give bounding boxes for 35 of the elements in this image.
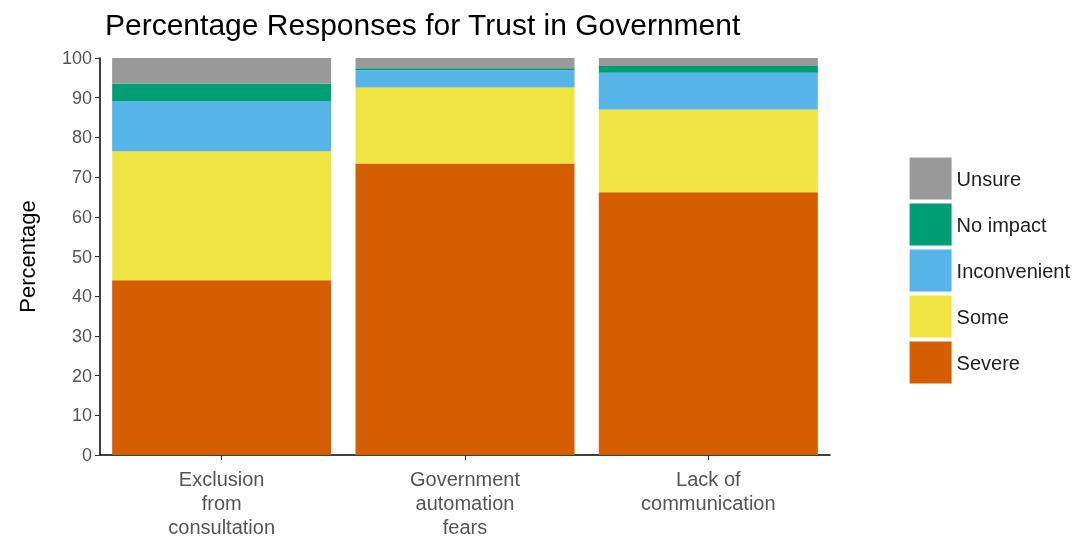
bar [112, 280, 332, 455]
legend-label: Unsure [956, 167, 1022, 190]
legend-label: Inconvenient [956, 259, 1071, 282]
y-tick-label: 100 [61, 48, 92, 68]
bar [355, 87, 575, 164]
y-tick-label: 20 [71, 365, 92, 386]
legend-label: Some [956, 305, 1009, 328]
bar [112, 58, 332, 84]
bar [598, 109, 818, 193]
bar [112, 151, 332, 281]
bar [355, 58, 575, 69]
bar [598, 72, 818, 110]
legend-label: No impact [956, 213, 1048, 236]
y-tick-label: 30 [71, 325, 92, 346]
y-tick-label: 50 [71, 246, 92, 267]
y-tick-label: 90 [71, 87, 92, 108]
bar [112, 83, 332, 101]
x-tick-label: Exclusion from consultation [168, 468, 276, 538]
bar [598, 192, 818, 455]
y-tick-label: 10 [71, 405, 92, 426]
y-tick-label: 0 [81, 445, 92, 465]
bar [112, 100, 332, 152]
y-tick-label: 70 [71, 167, 92, 188]
x-tick-label: Lack of communication [641, 468, 776, 514]
x-tick-label: Government automation fears [409, 468, 521, 538]
y-tick-label: 60 [71, 206, 92, 227]
bar [598, 58, 818, 66]
bar [598, 65, 818, 73]
bar [355, 163, 575, 455]
legend-label: Severe [956, 351, 1020, 374]
y-tick-label: 80 [71, 127, 92, 148]
y-axis-title: Percentage [14, 200, 40, 313]
bar [355, 70, 575, 88]
chart-title: Percentage Responses for Trust in Government [105, 7, 741, 41]
y-tick-label: 40 [71, 286, 92, 307]
